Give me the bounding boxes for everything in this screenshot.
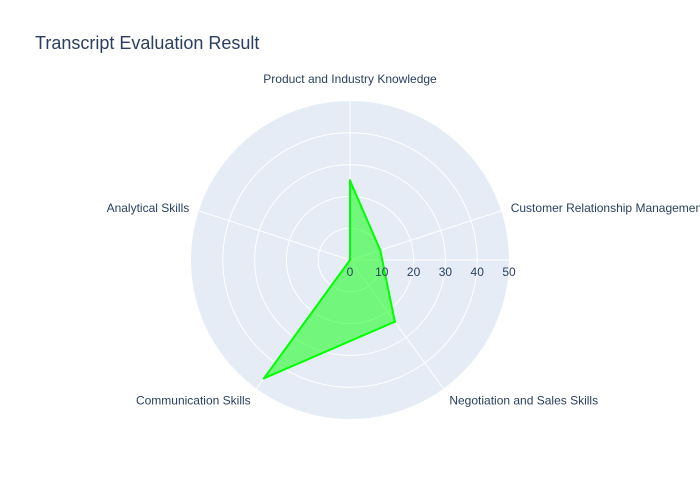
category-label: Communication Skills xyxy=(136,394,251,408)
radial-tick-label: 10 xyxy=(375,265,389,279)
data-point xyxy=(349,259,351,261)
category-label: Product and Industry Knowledge xyxy=(263,72,437,86)
radial-tick-label: 20 xyxy=(407,265,421,279)
data-point xyxy=(379,249,381,251)
radial-tick-label: 30 xyxy=(439,265,453,279)
category-label: Analytical Skills xyxy=(107,201,190,215)
data-point xyxy=(349,179,351,181)
radial-tick-label: 50 xyxy=(502,265,516,279)
data-point xyxy=(394,321,396,323)
radial-tick-label: 0 xyxy=(347,265,354,279)
data-point xyxy=(263,377,265,379)
category-label: Negotiation and Sales Skills xyxy=(449,394,598,408)
category-label: Customer Relationship Management xyxy=(511,201,700,215)
radial-tick-label: 40 xyxy=(471,265,485,279)
